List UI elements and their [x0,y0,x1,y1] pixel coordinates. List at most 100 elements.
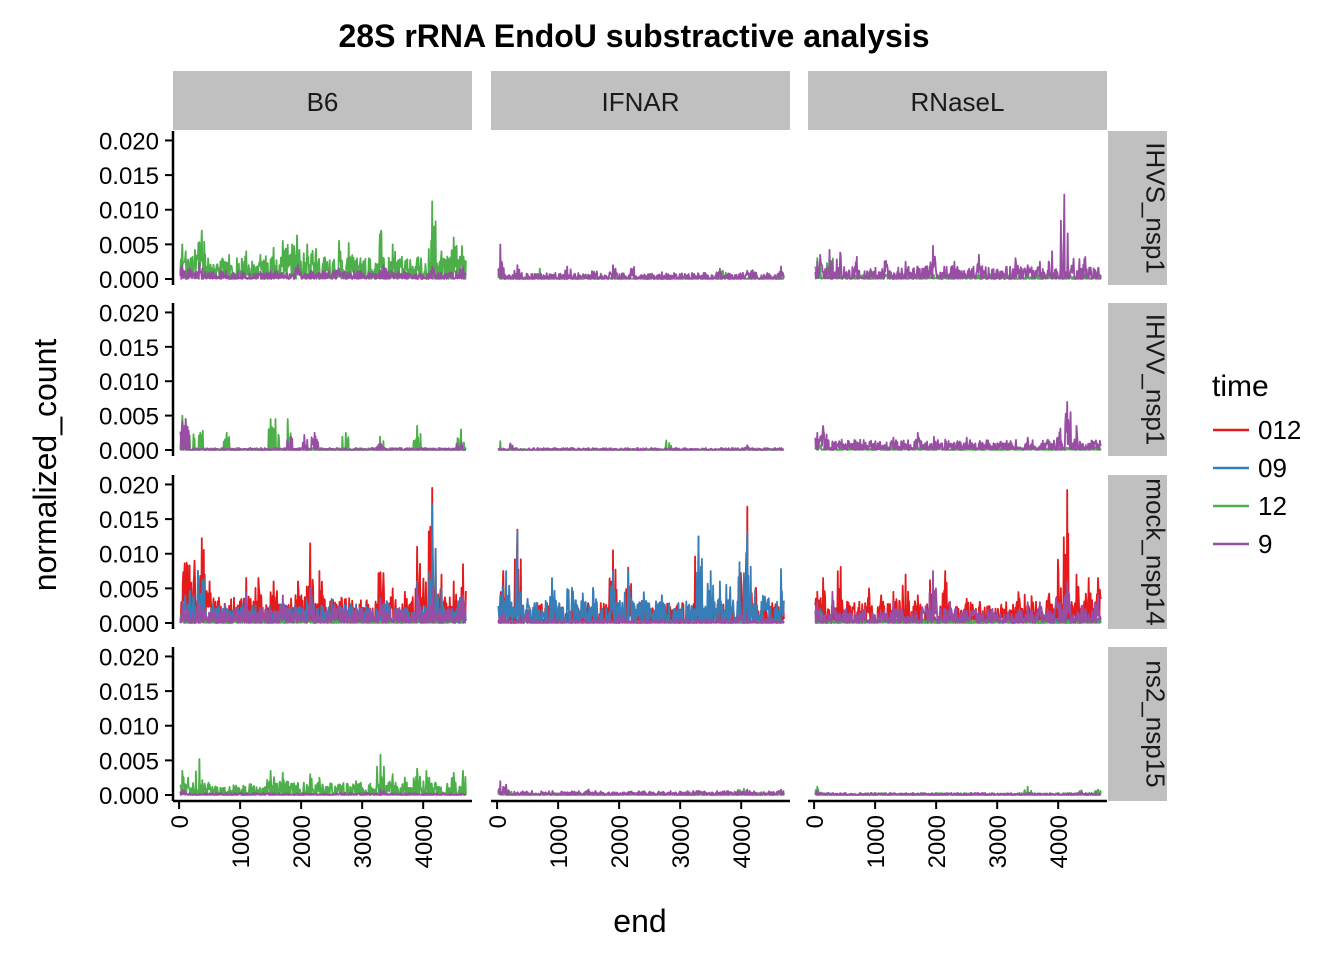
x-tick-label: 3000 [668,815,695,868]
panel-ns2_nsp15-IFNAR [497,780,785,796]
col-strip-label: IFNAR [602,87,680,117]
x-tick-label: 2000 [607,815,634,868]
y-tick-label: 0.000 [99,438,159,465]
y-axis-row-3: 0.000 0.005 0.010 0.015 0.020 [99,644,175,810]
series-line-12 [179,200,467,280]
series-line-9 [814,193,1102,280]
x-axis-col-0: 0 1000 2000 3000 4000 [167,799,472,868]
x-tick-label: 4000 [411,815,438,868]
series-line-9 [814,401,1102,451]
y-tick-label: 0.005 [99,404,159,431]
panel-ns2_nsp15-RNaseL [814,785,1102,796]
panel-IHVS_nsp1-B6 [179,200,467,280]
legend-label: 12 [1258,491,1287,521]
y-axis-row-1: 0.000 0.005 0.010 0.015 0.020 [99,300,175,465]
row-strip-ihvv_nsp1: IHVV_nsp1 [1108,303,1171,456]
row-strip-mock_nsp14: mock_nsp14 [1108,475,1171,629]
y-tick-label: 0.010 [99,542,159,569]
series-line-9 [497,780,785,796]
series-line-12 [179,414,467,451]
legend-item-12: 12 [1213,491,1287,521]
y-axis-title: normalized_count [27,339,63,592]
y-tick-label: 0.000 [99,267,159,294]
y-tick-label: 0.000 [99,611,159,638]
series-line-9 [497,243,785,280]
row-strip-ihvs_nsp1: IHVS_nsp1 [1108,131,1171,285]
col-strip-label: B6 [307,87,339,117]
panel-IHVV_nsp1-B6 [179,414,467,451]
legend: time 012 09 12 9 [1212,370,1301,559]
series-line-9 [179,788,467,796]
y-tick-label: 0.020 [99,128,159,155]
y-tick-label: 0.015 [99,163,159,190]
y-tick-label: 0.020 [99,472,159,499]
plot-area: B6 IFNAR RNaseL IHVS_nsp1 IHVV_nsp1 mock_nsp1… [99,71,1171,868]
series-line-9 [179,587,467,624]
row-strip-label: ns2_nsp15 [1141,660,1171,787]
x-tick-label: 0 [167,815,194,828]
panel-ns2_nsp15-B6 [179,753,467,796]
row-strip-bg [1108,475,1167,629]
legend-label: 9 [1258,529,1272,559]
y-tick-label: 0.015 [99,335,159,362]
x-axis-col-2: 0 1000 2000 3000 4000 [802,799,1107,868]
series-line-9 [179,262,467,280]
x-tick-label: 0 [802,815,829,828]
legend-title: time [1212,370,1269,403]
panel-IHVS_nsp1-IFNAR [497,243,785,280]
y-tick-label: 0.005 [99,576,159,603]
legend-item-09: 09 [1213,453,1287,483]
y-tick-label: 0.020 [99,644,159,671]
panel-mock_nsp14-B6 [179,487,467,624]
row-strip-label: IHVS_nsp1 [1141,142,1171,274]
series-line-9 [814,789,1102,796]
legend-label: 09 [1258,453,1287,483]
y-tick-label: 0.020 [99,300,159,327]
legend-label: 012 [1258,415,1301,445]
row-strip-label: mock_nsp14 [1141,478,1171,625]
panel-mock_nsp14-IFNAR [497,505,785,624]
col-strip-rnasel: RNaseL [808,71,1107,130]
row-strip-bg [1108,131,1167,285]
series-line-12 [179,753,467,796]
x-tick-label: 4000 [729,815,756,868]
series-line-9 [497,442,785,451]
col-strip-ifnar: IFNAR [491,71,790,130]
panel-IHVV_nsp1-RNaseL [814,401,1102,451]
x-tick-label: 1000 [228,815,255,868]
x-tick-label: 0 [485,815,512,828]
row-strip-ns2_nsp15: ns2_nsp15 [1108,647,1171,801]
panel-IHVV_nsp1-IFNAR [497,439,785,451]
x-tick-label: 4000 [1046,815,1073,868]
col-strip-bg [173,71,472,130]
y-tick-label: 0.015 [99,507,159,534]
y-tick-label: 0.005 [99,748,159,775]
legend-item-9: 9 [1213,529,1272,559]
col-strip-bg [808,71,1107,130]
panel-mock_nsp14-RNaseL [814,489,1102,624]
col-strip-label: RNaseL [911,87,1005,117]
x-tick-label: 2000 [924,815,951,868]
chart-title: 28S rRNA EndoU substractive analysis [338,18,929,54]
x-tick-label: 2000 [289,815,316,868]
x-tick-label: 3000 [985,815,1012,868]
row-strip-bg [1108,303,1167,456]
y-tick-label: 0.015 [99,679,159,706]
y-tick-label: 0.010 [99,369,159,396]
y-tick-label: 0.005 [99,232,159,259]
panel-IHVS_nsp1-RNaseL [814,193,1102,280]
series-line-9 [497,611,785,624]
series-line-9 [179,418,467,451]
x-tick-label: 1000 [546,815,573,868]
x-tick-label: 3000 [350,815,377,868]
series-line-012 [179,487,467,624]
row-strip-label: IHVV_nsp1 [1141,314,1171,446]
x-axis-col-1: 0 1000 2000 3000 4000 [485,799,790,868]
x-axis-title: end [613,903,666,939]
y-axis-row-2: 0.000 0.005 0.010 0.015 0.020 [99,472,175,638]
row-strip-bg [1108,647,1167,801]
y-tick-label: 0.010 [99,714,159,741]
col-strip-bg [491,71,790,130]
series-line-012 [814,489,1102,624]
